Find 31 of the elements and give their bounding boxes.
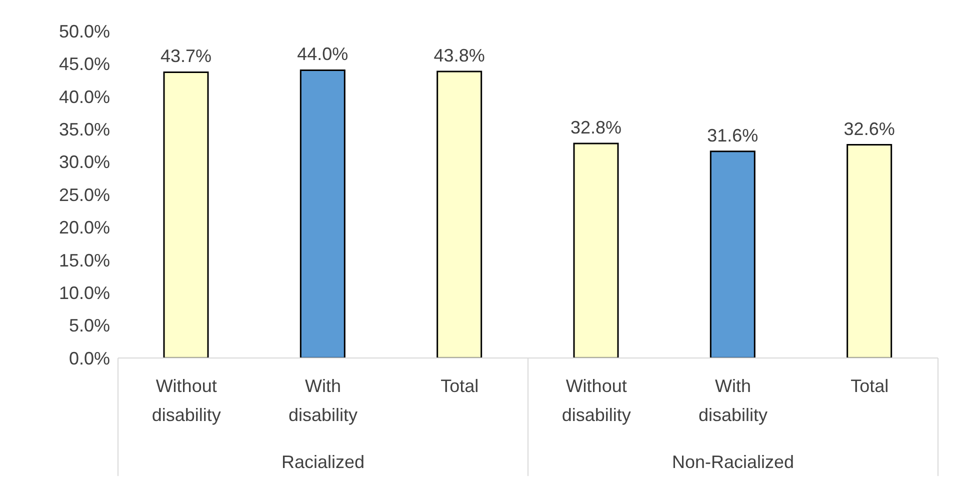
y-tick-label: 30.0% xyxy=(58,152,110,172)
bar xyxy=(436,70,482,358)
y-tick-label: 45.0% xyxy=(58,54,110,74)
y-tick-label: 35.0% xyxy=(58,119,110,140)
bar xyxy=(163,71,209,358)
y-tick-label: 20.0% xyxy=(58,218,110,238)
y-tick-label: 0.0% xyxy=(68,348,110,368)
y-tick-label: 15.0% xyxy=(58,250,110,270)
y-tick-label: 5.0% xyxy=(68,316,110,336)
x-tick-label: Total xyxy=(850,376,889,396)
bar xyxy=(710,150,756,358)
y-tick-label: 40.0% xyxy=(58,86,110,107)
x-tick-label: Without disability xyxy=(562,376,631,425)
text: Racialized xyxy=(281,452,365,472)
x-tick-label: With disability xyxy=(288,376,358,425)
bar xyxy=(300,69,346,358)
x-tick-label: Total xyxy=(440,376,479,396)
bar xyxy=(573,142,619,358)
data-label: 44.0% xyxy=(297,44,348,64)
data-label: 32.8% xyxy=(570,117,622,138)
y-tick-label: 10.0% xyxy=(58,282,110,303)
y-tick-label: 50.0% xyxy=(58,21,110,42)
data-label: 43.7% xyxy=(160,46,212,66)
x-tick-label: Without disability xyxy=(152,376,221,425)
bar xyxy=(846,144,892,358)
text: Non-Racialized xyxy=(672,452,794,472)
data-label: 32.6% xyxy=(844,118,895,139)
data-label: 31.6% xyxy=(707,125,758,146)
x-tick-label: With disability xyxy=(698,376,768,425)
y-tick-label: 25.0% xyxy=(58,184,110,205)
data-label: 43.8% xyxy=(434,46,485,66)
